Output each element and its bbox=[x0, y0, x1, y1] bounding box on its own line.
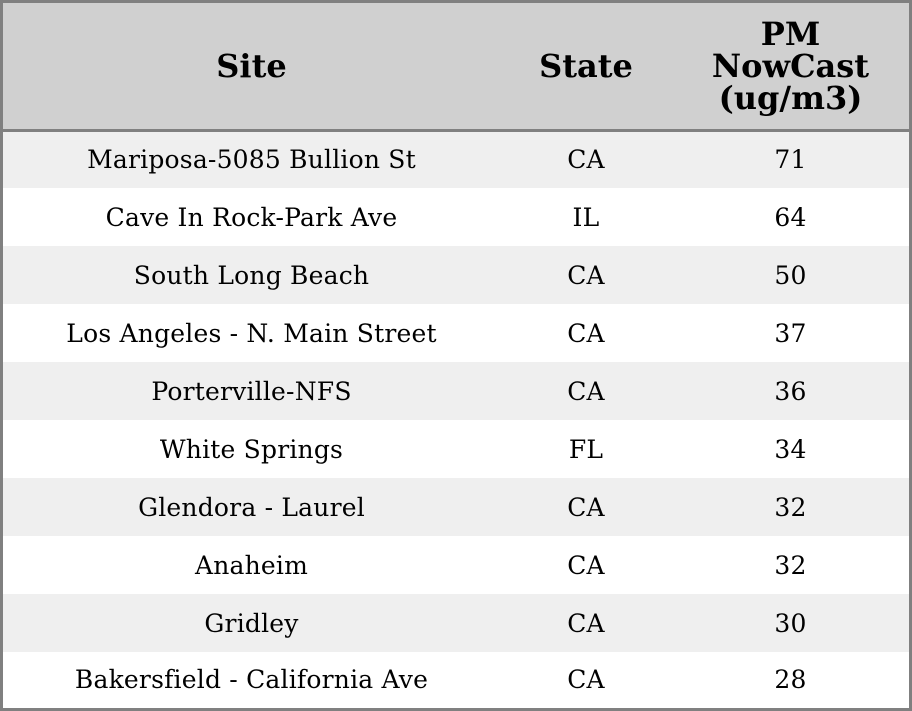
cell-state: CA bbox=[567, 318, 605, 348]
cell-state: CA bbox=[567, 492, 605, 522]
table-row: South Long Beach CA 50 bbox=[3, 246, 909, 304]
cell-pm: 34 bbox=[774, 434, 807, 464]
pm-nowcast-table: Site State PM NowCast (ug/m3) Mariposa-5… bbox=[3, 3, 909, 707]
cell-pm: 64 bbox=[774, 202, 807, 232]
header-pm-line2: NowCast bbox=[711, 46, 870, 85]
header-row: Site State PM NowCast (ug/m3) bbox=[3, 3, 909, 132]
header-state: State bbox=[500, 3, 672, 132]
cell-state: FL bbox=[568, 434, 604, 464]
cell-state: CA bbox=[567, 260, 605, 290]
table-row: Anaheim CA 32 bbox=[3, 536, 909, 594]
cell-pm: 32 bbox=[774, 550, 807, 580]
table-row: White Springs FL 34 bbox=[3, 420, 909, 478]
cell-site: Glendora - Laurel bbox=[138, 492, 365, 522]
cell-site: Bakersfield - California Ave bbox=[74, 665, 429, 694]
cell-state: IL bbox=[572, 202, 600, 232]
cell-pm: 28 bbox=[774, 665, 807, 694]
cell-site: White Springs bbox=[159, 434, 344, 464]
cell-site: Gridley bbox=[204, 608, 299, 638]
cell-site: Anaheim bbox=[194, 550, 309, 580]
table-body: Mariposa-5085 Bullion St CA 71 Cave In R… bbox=[3, 130, 909, 707]
table-row: Glendora - Laurel CA 32 bbox=[3, 478, 909, 536]
header-site: Site bbox=[3, 3, 500, 132]
cell-pm: 30 bbox=[774, 608, 807, 638]
table-row: Bakersfield - California Ave CA 28 bbox=[3, 652, 909, 707]
table-row: Gridley CA 30 bbox=[3, 594, 909, 652]
cell-state: CA bbox=[567, 665, 605, 694]
table-row: Mariposa-5085 Bullion St CA 71 bbox=[3, 130, 909, 188]
cell-site: Mariposa-5085 Bullion St bbox=[87, 145, 416, 175]
cell-state: CA bbox=[567, 608, 605, 638]
header-pm-line3: (ug/m3) bbox=[718, 78, 863, 117]
cell-pm: 71 bbox=[774, 145, 807, 175]
cell-site: Porterville-NFS bbox=[151, 376, 352, 406]
cell-site: Cave In Rock-Park Ave bbox=[105, 202, 398, 232]
cell-pm: 37 bbox=[774, 318, 807, 348]
header-pm-nowcast: PM NowCast (ug/m3) bbox=[672, 3, 909, 132]
cell-pm: 36 bbox=[774, 376, 807, 406]
table-row: Cave In Rock-Park Ave IL 64 bbox=[3, 188, 909, 246]
cell-state: CA bbox=[567, 550, 605, 580]
table-header: Site State PM NowCast (ug/m3) bbox=[3, 3, 909, 132]
table-row: Los Angeles - N. Main Street CA 37 bbox=[3, 304, 909, 362]
cell-pm: 32 bbox=[774, 492, 807, 522]
cell-state: CA bbox=[567, 145, 605, 175]
cell-site: Los Angeles - N. Main Street bbox=[66, 318, 437, 348]
cell-site: South Long Beach bbox=[133, 260, 370, 290]
table-row: Porterville-NFS CA 36 bbox=[3, 362, 909, 420]
cell-pm: 50 bbox=[774, 260, 807, 290]
header-pm-line1: PM bbox=[760, 14, 821, 53]
cell-state: CA bbox=[567, 376, 605, 406]
